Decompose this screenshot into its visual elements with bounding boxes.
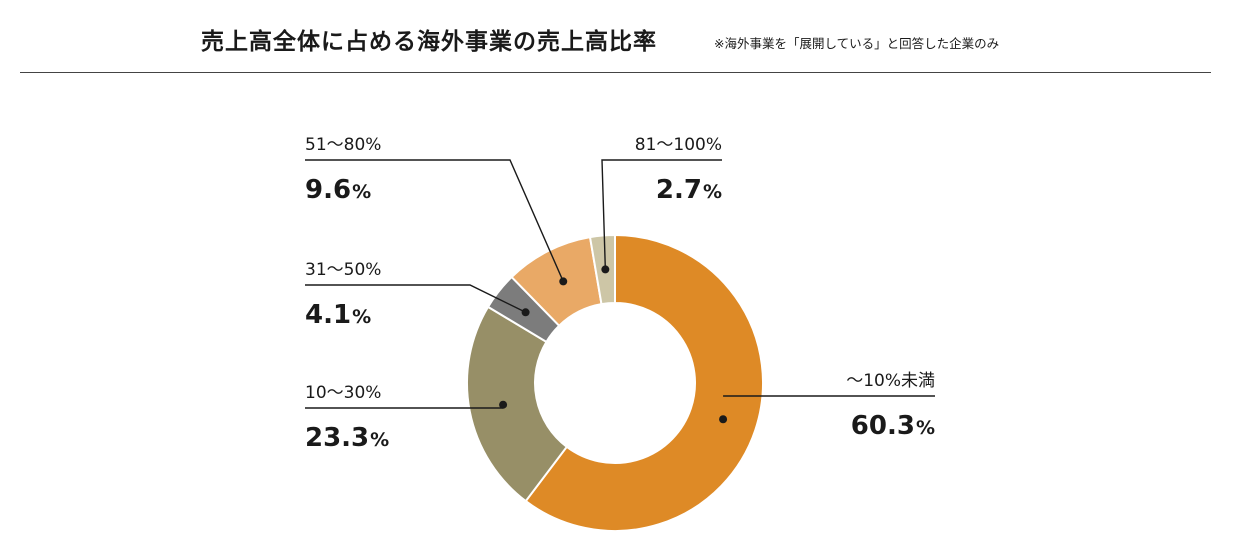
range-label-10-30: 10〜30% — [305, 383, 381, 403]
donut-slices — [466, 233, 764, 532]
percent-label-81-100: 2.7% — [656, 175, 722, 205]
chart-note: ※海外事業を「展開している」と回答した企業のみ — [714, 36, 1000, 51]
range-label-under-10: 〜10%未満 — [846, 371, 935, 391]
leader-line-31-50 — [305, 284, 526, 313]
slice-labels: 〜10%未満 60.3% 10〜30% 23.3% 31〜50% 4.1% 51〜80% 9.… — [305, 135, 935, 453]
range-label-31-50: 31〜50% — [305, 260, 381, 280]
range-label-81-100: 81〜100% — [635, 135, 722, 155]
percent-label-31-50: 4.1% — [305, 300, 371, 330]
chart-header: 売上高全体に占める海外事業の売上高比率 ※海外事業を「展開している」と回答した企… — [0, 0, 1240, 74]
leader-line-81-100 — [601, 159, 722, 270]
percent-label-51-80: 9.6% — [305, 175, 371, 205]
leader-dot-10-30 — [499, 400, 508, 409]
slice-under-10 — [524, 233, 764, 532]
chart-title: 売上高全体に占める海外事業の売上高比率 — [201, 29, 657, 55]
slice-10-30 — [466, 305, 569, 503]
leader-dot-under-10 — [719, 415, 728, 424]
range-label-51-80: 51〜80% — [305, 135, 381, 155]
percent-label-10-30: 23.3% — [305, 423, 389, 453]
header-divider — [20, 72, 1211, 73]
percent-label-under-10: 60.3% — [851, 411, 935, 441]
leader-line-51-80 — [305, 159, 564, 282]
leader-lines — [305, 159, 935, 424]
